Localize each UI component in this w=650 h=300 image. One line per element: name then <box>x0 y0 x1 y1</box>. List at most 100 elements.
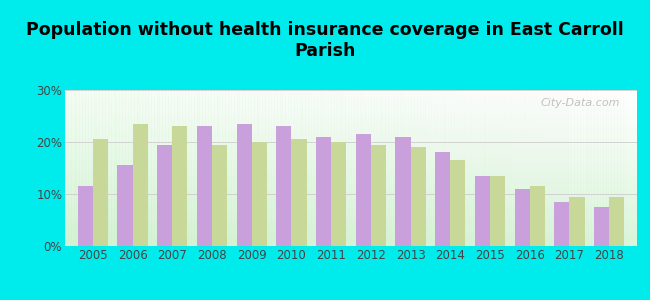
Bar <box>450 160 465 246</box>
Bar <box>411 147 426 246</box>
Bar <box>96 90 99 246</box>
Bar <box>345 90 348 246</box>
Bar <box>73 90 77 246</box>
Bar <box>382 90 385 246</box>
Bar <box>65 167 637 168</box>
Bar <box>65 126 637 127</box>
Bar <box>395 137 411 246</box>
Bar <box>554 90 557 246</box>
Bar <box>402 90 406 246</box>
Bar <box>162 90 165 246</box>
Bar <box>168 90 171 246</box>
Bar <box>629 90 631 246</box>
Bar <box>428 90 431 246</box>
Bar <box>65 215 637 216</box>
Bar <box>291 90 294 246</box>
Bar <box>65 102 637 103</box>
Bar <box>549 90 551 246</box>
Bar <box>620 90 623 246</box>
Bar <box>85 90 88 246</box>
Bar <box>425 90 428 246</box>
Bar <box>136 90 139 246</box>
Bar <box>65 237 637 238</box>
Bar <box>65 206 637 207</box>
Bar <box>65 220 637 221</box>
Bar <box>406 90 408 246</box>
Bar <box>94 90 96 246</box>
Bar <box>65 174 637 175</box>
Bar <box>65 223 637 224</box>
Text: Population without health insurance coverage in East Carroll
Parish: Population without health insurance cove… <box>26 21 624 60</box>
Bar <box>454 90 457 246</box>
Bar <box>65 187 637 188</box>
Bar <box>577 90 580 246</box>
Bar <box>171 90 174 246</box>
Bar <box>65 104 637 105</box>
Bar <box>436 152 450 246</box>
Bar <box>65 210 637 211</box>
Bar <box>65 194 637 195</box>
Bar <box>65 95 637 96</box>
Bar <box>414 90 417 246</box>
Bar <box>65 162 637 163</box>
Text: City-Data.com: City-Data.com <box>540 98 620 108</box>
Bar <box>540 90 543 246</box>
Bar <box>65 113 637 114</box>
Bar <box>520 90 523 246</box>
Bar <box>543 90 545 246</box>
Bar <box>311 90 314 246</box>
Bar <box>65 163 637 164</box>
Bar <box>65 165 637 166</box>
Bar <box>65 182 637 183</box>
Bar <box>265 90 268 246</box>
Bar <box>396 90 400 246</box>
Bar <box>65 221 637 222</box>
Bar <box>271 90 274 246</box>
Bar <box>277 90 280 246</box>
Bar <box>65 146 637 147</box>
Bar <box>317 90 320 246</box>
Bar <box>471 90 474 246</box>
Bar <box>388 90 391 246</box>
Bar <box>480 90 482 246</box>
Bar <box>65 214 637 215</box>
Bar <box>65 145 637 146</box>
Bar <box>65 125 637 126</box>
Bar <box>571 90 574 246</box>
Bar <box>120 90 122 246</box>
Bar <box>259 90 263 246</box>
Bar <box>65 184 637 185</box>
Bar <box>377 90 380 246</box>
Bar <box>65 239 637 240</box>
Bar <box>65 103 637 104</box>
Bar <box>65 175 637 176</box>
Bar <box>625 90 629 246</box>
Bar <box>65 90 637 91</box>
Bar <box>151 90 153 246</box>
Bar <box>65 138 637 139</box>
Bar <box>525 90 528 246</box>
Bar <box>65 217 637 218</box>
Bar <box>108 90 111 246</box>
Bar <box>420 90 423 246</box>
Bar <box>65 141 637 142</box>
Bar <box>65 178 637 179</box>
Bar <box>254 90 257 246</box>
Bar <box>65 129 637 130</box>
Bar <box>460 90 463 246</box>
Bar <box>371 145 386 246</box>
Bar <box>88 90 91 246</box>
Bar <box>65 117 637 118</box>
Bar <box>65 234 637 235</box>
Bar <box>331 142 346 246</box>
Bar <box>348 90 351 246</box>
Bar <box>65 204 637 205</box>
Bar <box>65 131 637 132</box>
Bar <box>65 241 637 242</box>
Bar <box>65 137 637 138</box>
Bar <box>65 120 637 121</box>
Bar <box>65 203 637 204</box>
Bar <box>105 90 108 246</box>
Bar <box>116 90 120 246</box>
Bar <box>174 90 177 246</box>
